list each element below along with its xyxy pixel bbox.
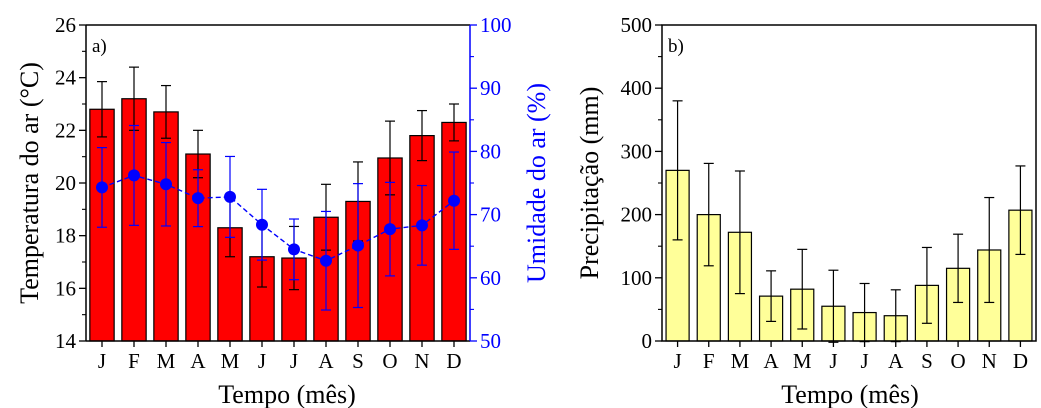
panel-a-humidity-point xyxy=(128,169,140,182)
panel-a-label: a) xyxy=(92,36,107,57)
panel-a-x-tick-label: J xyxy=(98,349,106,373)
panel-b-y-tick-label: 200 xyxy=(621,203,653,227)
panel-a-humidity-point xyxy=(160,178,172,191)
panel-b-y-tick-label: 500 xyxy=(621,13,653,37)
panel-a-y2-tick-label: 70 xyxy=(480,203,501,227)
panel-b-label: b) xyxy=(668,36,684,57)
panel-b-x-tick-label: J xyxy=(673,349,681,373)
panel-a-y-tick-label: 24 xyxy=(55,66,77,90)
panel-b-x-tick-label: F xyxy=(703,349,715,373)
panel-a-y-tick-label: 16 xyxy=(55,276,76,300)
panel-a-y2-tick-label: 60 xyxy=(480,266,501,290)
panel-b-y-tick-label: 0 xyxy=(642,329,653,353)
panel-a-humidity-point xyxy=(288,243,300,256)
panel-a-y2-tick-label: 100 xyxy=(480,13,512,37)
panel-a-x-tick-label: O xyxy=(382,349,397,373)
panel-a-x-tick-label: N xyxy=(414,349,429,373)
panel-a-humidity-line xyxy=(101,174,455,262)
panel-a-x-tick-label: J xyxy=(258,349,266,373)
panel-b-x-tick-label: M xyxy=(793,349,812,373)
panel-a-humidity-point xyxy=(352,239,364,252)
panel-b-y-tick-label: 100 xyxy=(621,266,653,290)
panel-b: b) Tempo (mês) Precipitação (mm) xyxy=(575,36,919,408)
panel-b-x-axis-title: Tempo (mês) xyxy=(781,380,919,408)
panel-a-x-tick-label: A xyxy=(190,349,206,373)
panel-a-humidity-point xyxy=(384,223,396,236)
panel-a-humidity-point xyxy=(224,190,236,203)
panel-b-x-tick-label: N xyxy=(982,349,997,373)
panel-b-x-tick-label: D xyxy=(1013,349,1028,373)
panel-a-y-tick-label: 26 xyxy=(55,13,76,37)
panel-a-y-tick-label: 18 xyxy=(55,224,76,248)
panel-b-x-tick-label: M xyxy=(731,349,750,373)
panel-b-x-tick-label: O xyxy=(950,349,965,373)
panel-a-x-tick-label: A xyxy=(318,349,334,373)
panel-a-humidity-point xyxy=(96,181,108,194)
panel-a-humidity-point xyxy=(416,219,428,232)
panel-a-humidity-point xyxy=(256,218,268,231)
panel-a-x-tick-label: S xyxy=(352,349,364,373)
panel-a-x-tick-label: D xyxy=(446,349,461,373)
panel-a-humidity-point xyxy=(192,192,204,205)
panel-a-x-tick-label: M xyxy=(157,349,176,373)
panel-a-x-tick-label: F xyxy=(128,349,140,373)
panel-b-x-tick-label: A xyxy=(888,349,904,373)
panel-a-x-axis-title: Tempo (mês) xyxy=(218,380,356,408)
panel-b-x-tick-label: S xyxy=(921,349,933,373)
panel-a: a) Tempo (mês) Temperatura do ar (°C) Um… xyxy=(15,36,551,408)
panel-a-humidity-point xyxy=(448,194,460,207)
panel-b-y-tick-label: 300 xyxy=(621,139,653,163)
panel-a-y-axis-title: Temperatura do ar (°C) xyxy=(15,62,44,304)
panel-a-y2-tick-label: 90 xyxy=(480,76,501,100)
panel-a-y-tick-label: 20 xyxy=(55,171,76,195)
panel-b-x-tick-label: J xyxy=(829,349,837,373)
panel-b-y-tick-label: 400 xyxy=(621,76,653,100)
panel-a-x-tick-label: M xyxy=(221,349,240,373)
panel-b-x-tick-label: J xyxy=(860,349,868,373)
panel-a-y2-axis-title: Umidade do ar (%) xyxy=(522,83,551,283)
panel-a-humidity-point xyxy=(320,254,332,267)
panel-a-y2-tick-label: 80 xyxy=(480,139,501,163)
panel-a-y2-tick-label: 50 xyxy=(480,329,501,353)
panel-b-y-axis-title: Precipitação (mm) xyxy=(575,87,604,280)
panel-a-x-tick-label: J xyxy=(290,349,298,373)
panel-b-x-tick-label: A xyxy=(763,349,779,373)
panel-a-y-tick-label: 22 xyxy=(55,118,76,142)
panel-a-y-tick-label: 14 xyxy=(55,329,77,353)
